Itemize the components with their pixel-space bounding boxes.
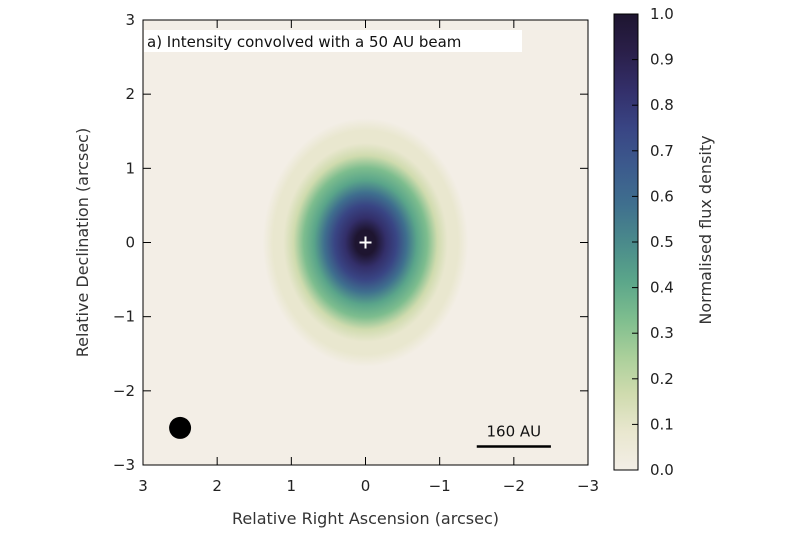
y-tick-label: 0 bbox=[125, 234, 135, 252]
x-tick-label: −2 bbox=[503, 477, 525, 495]
y-tick-label: −1 bbox=[113, 308, 135, 326]
x-tick-label: −3 bbox=[577, 477, 599, 495]
beam-ellipse bbox=[169, 416, 192, 439]
y-axis-label: Relative Declination (arcsec) bbox=[73, 128, 92, 357]
colorbar-tick-label: 0.6 bbox=[650, 187, 674, 205]
x-axis-label: Relative Right Ascension (arcsec) bbox=[232, 509, 499, 528]
x-axis-ticks: 3 2 1 0 −1 −2 −3 bbox=[138, 20, 599, 495]
y-tick-label: −3 bbox=[113, 456, 135, 474]
colorbar-tick-label: 0.5 bbox=[650, 233, 674, 251]
colorbar-tick-label: 0.1 bbox=[650, 415, 674, 433]
colorbar-tick-label: 0.4 bbox=[650, 279, 674, 297]
x-tick-label: 1 bbox=[287, 477, 297, 495]
panel-title: a) Intensity convolved with a 50 AU beam bbox=[147, 33, 461, 51]
colorbar-tick-label: 0.8 bbox=[650, 96, 674, 114]
x-tick-label: 0 bbox=[361, 477, 371, 495]
x-tick-label: −1 bbox=[429, 477, 451, 495]
y-tick-label: 3 bbox=[125, 11, 135, 29]
y-tick-label: 1 bbox=[125, 159, 135, 177]
colorbar-tick-label: 1.0 bbox=[650, 5, 674, 23]
colorbar-tick-label: 0.7 bbox=[650, 142, 674, 160]
panel-title-background bbox=[144, 30, 522, 52]
y-tick-label: −2 bbox=[113, 382, 135, 400]
colorbar-tick-label: 0.3 bbox=[650, 324, 674, 342]
y-axis-ticks: −3 −2 −1 0 1 2 3 bbox=[113, 11, 588, 474]
colorbar-label: Normalised flux density bbox=[696, 135, 715, 324]
colorbar-tick-label: 0.2 bbox=[650, 370, 674, 388]
x-tick-label: 2 bbox=[212, 477, 222, 495]
colorbar-tick-label: 0.9 bbox=[650, 51, 674, 69]
colorbar-tick-label: 0.0 bbox=[650, 461, 674, 479]
scalebar-label: 160 AU bbox=[487, 422, 542, 440]
x-tick-label: 3 bbox=[138, 477, 148, 495]
y-tick-label: 2 bbox=[125, 85, 135, 103]
colorbar-ticks: 0.0 0.1 0.2 0.3 0.4 0.5 0.6 0.7 0.8 0.9 1.0 bbox=[632, 5, 674, 479]
center-cross-marker bbox=[359, 236, 372, 249]
